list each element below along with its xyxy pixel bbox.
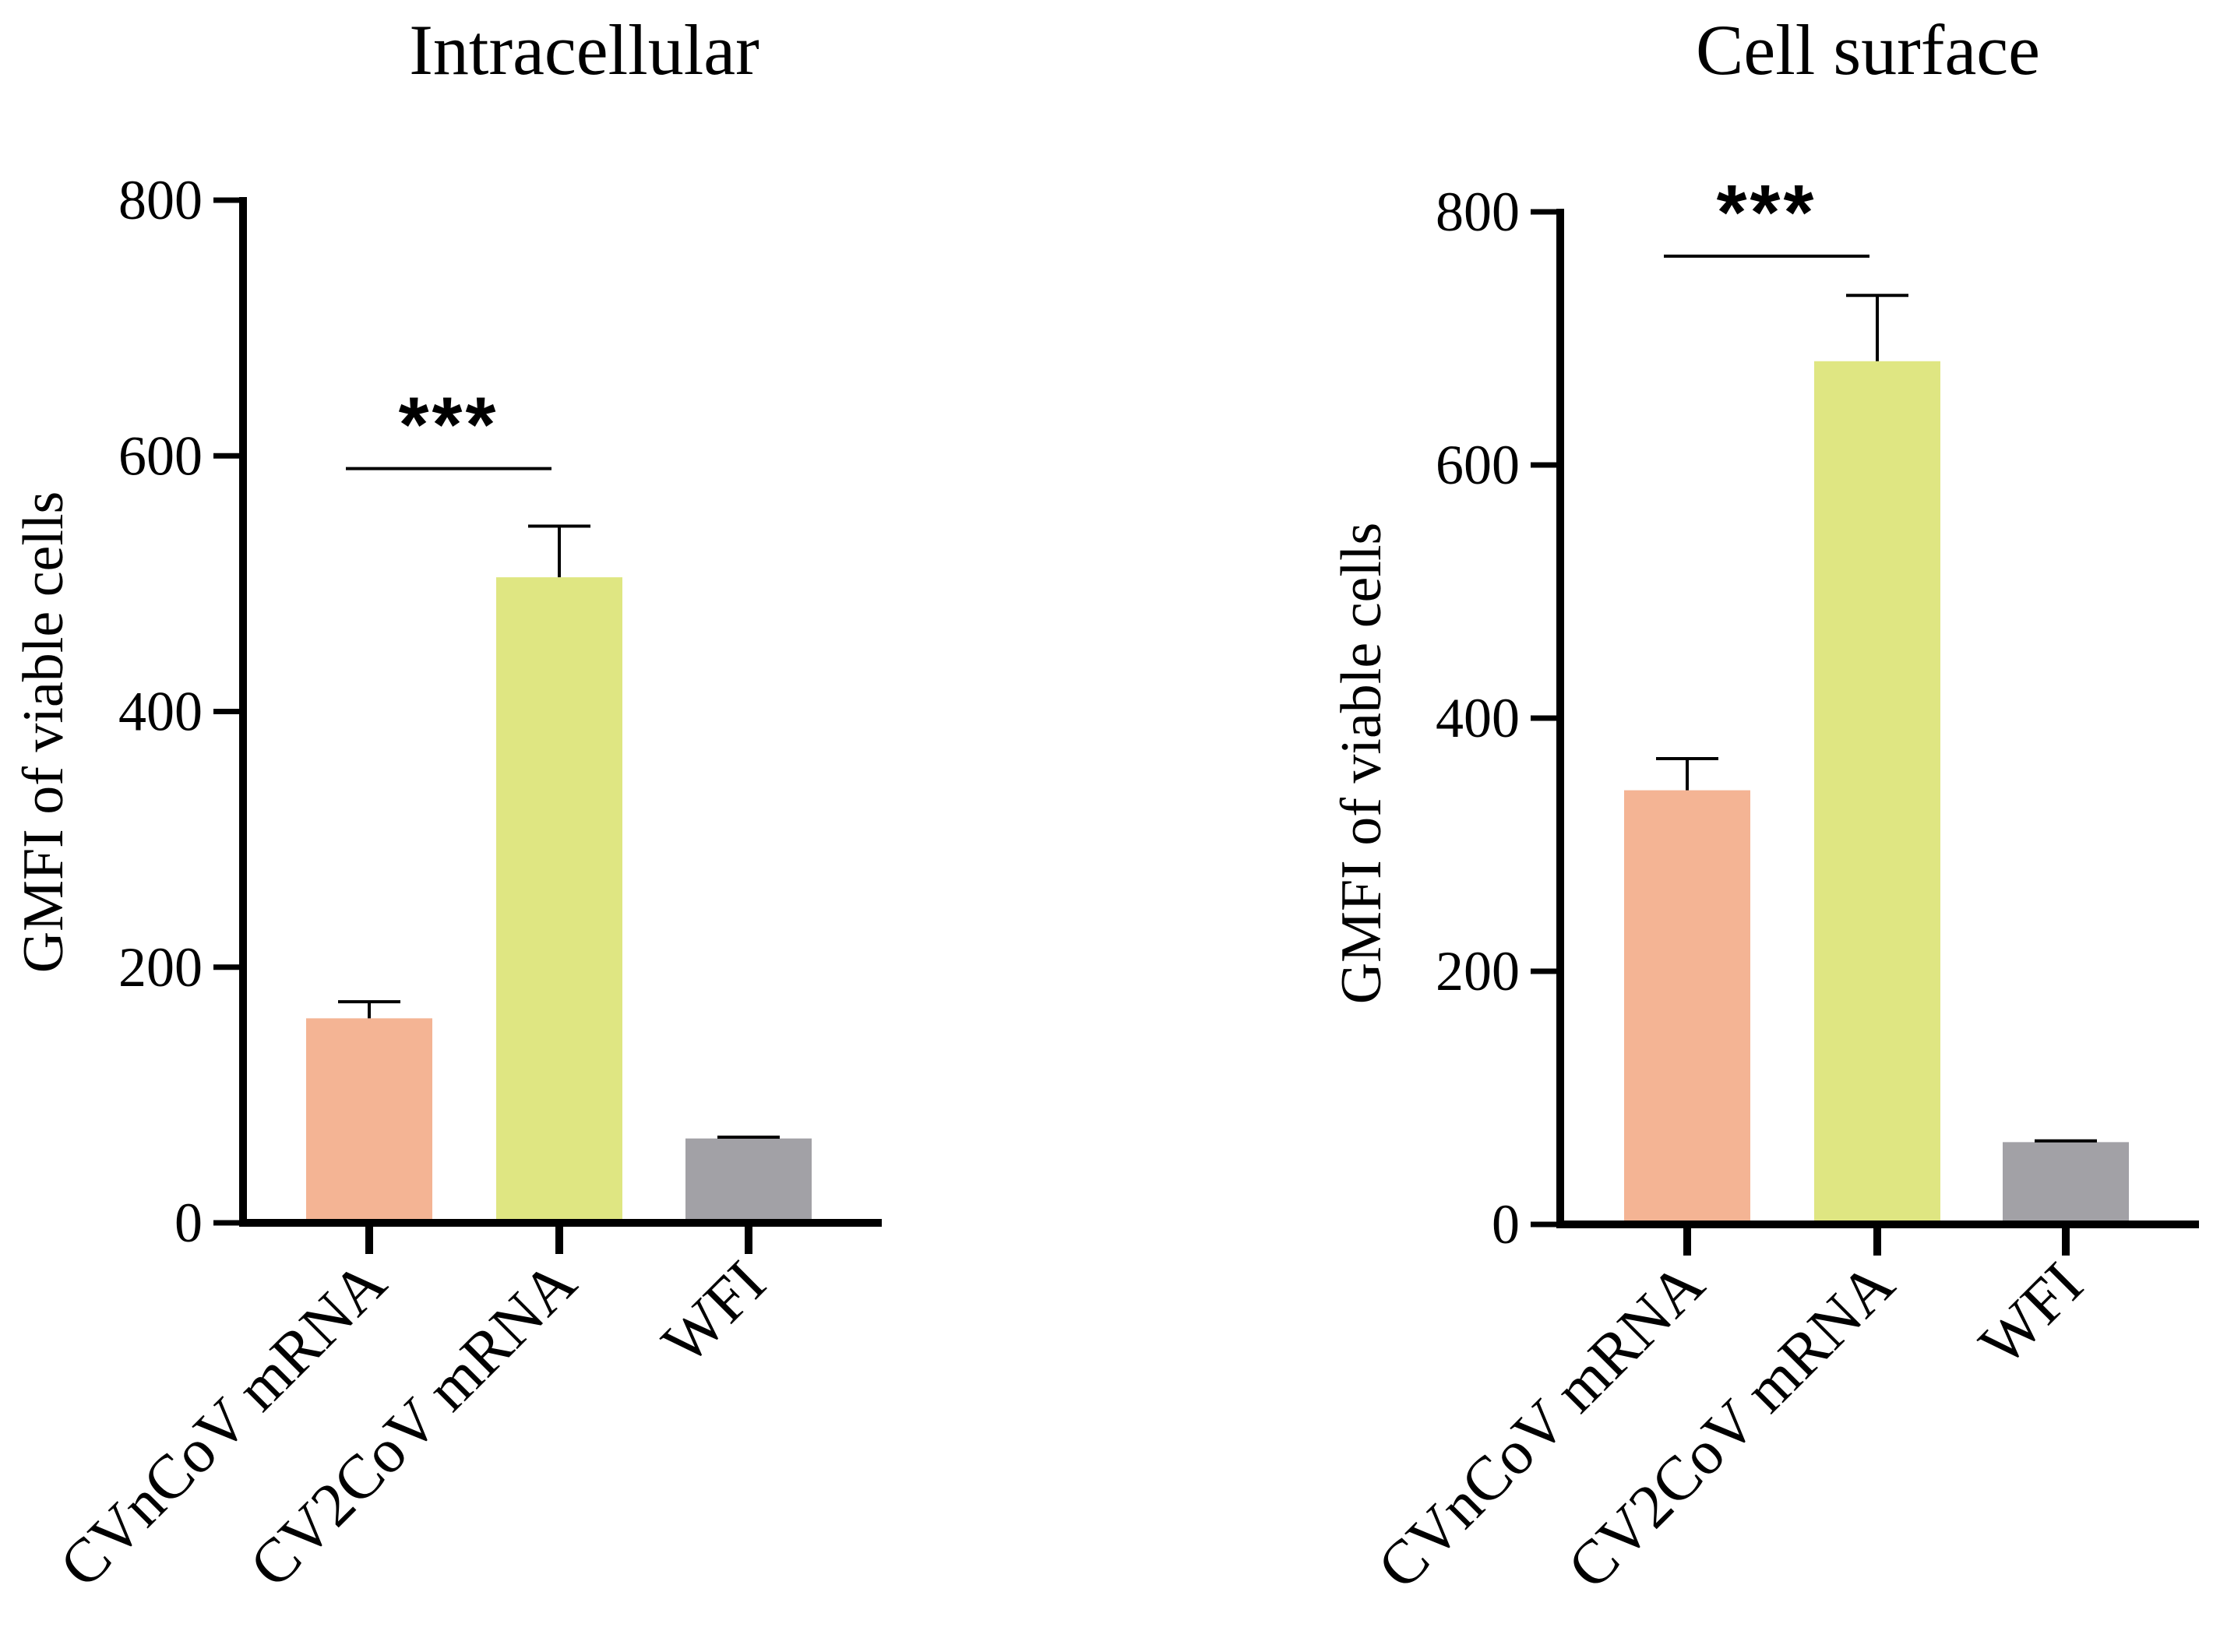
bar (685, 1138, 812, 1223)
bar (496, 577, 622, 1223)
y-tick-label: 400 (1436, 687, 1520, 749)
x-tick-label: CVnCoV mRNA (47, 1248, 400, 1601)
x-tick-label: CVnCoV mRNA (1365, 1249, 1718, 1602)
chart-intracellular: Intracellular GMFI of viable cells 0 200 4… (12, 10, 882, 1601)
y-tick-label: 200 (1436, 940, 1520, 1002)
y-tick-label: 0 (174, 1192, 203, 1254)
y-tick-label: 800 (1436, 181, 1520, 243)
chart-title: Intracellular (409, 10, 759, 90)
y-tick-label: 0 (1492, 1193, 1520, 1256)
bar (306, 1018, 432, 1223)
x-tick-label: WFI (1967, 1250, 2096, 1379)
bar (2003, 1142, 2129, 1224)
y-tick-label: 400 (118, 681, 203, 743)
y-tick-label: 800 (118, 169, 203, 231)
y-tick-label: 600 (118, 424, 203, 487)
bar (1814, 361, 1940, 1224)
x-tick-label: CV2CoV mRNA (237, 1248, 590, 1601)
y-tick-label: 200 (118, 936, 203, 999)
y-tick-label: 600 (1436, 434, 1520, 496)
y-axis-label: GMFI of viable cells (1330, 523, 1394, 1005)
chart-title: Cell surface (1696, 10, 2040, 90)
chart-cell-surface: Cell surface GMFI of viable cells 0 200 40… (1330, 10, 2199, 1602)
significance-label: *** (1717, 169, 1817, 256)
x-tick-label: CV2CoV mRNA (1555, 1249, 1908, 1602)
significance-label: *** (399, 382, 499, 469)
y-axis-label: GMFI of viable cells (12, 491, 76, 974)
bar (1624, 790, 1750, 1224)
x-tick-label: WFI (650, 1249, 779, 1378)
